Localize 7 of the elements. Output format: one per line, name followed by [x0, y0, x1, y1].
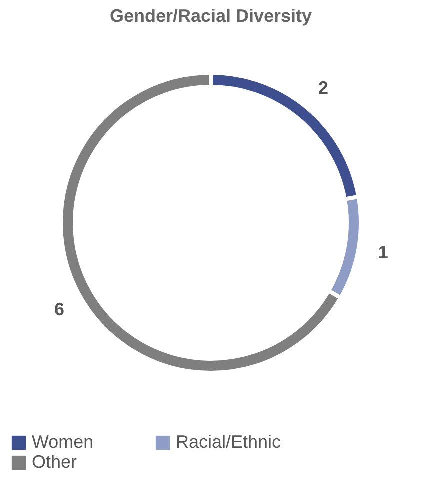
legend-label: Other	[32, 452, 78, 472]
data-label: 2	[318, 78, 328, 98]
legend-label: Women	[32, 432, 94, 452]
data-label: 1	[378, 242, 388, 262]
data-label: 6	[54, 300, 64, 320]
legend-label: Racial/Ethnic	[176, 432, 282, 452]
chart-title: Gender/Racial Diversity	[110, 6, 312, 26]
